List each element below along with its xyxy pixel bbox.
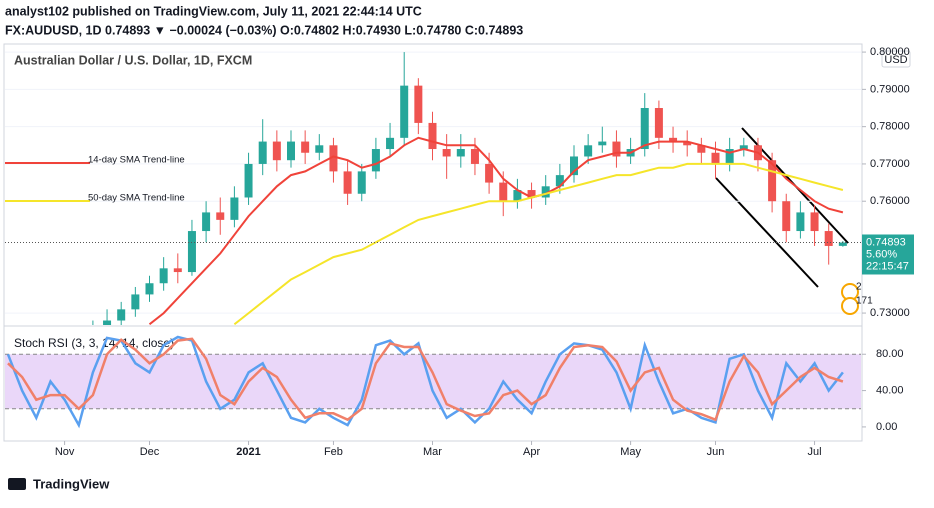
annotation: 50-day SMA Trend-line bbox=[88, 193, 185, 204]
candle-body bbox=[640, 108, 649, 150]
currency: USD bbox=[884, 54, 907, 66]
candle-body bbox=[386, 137, 395, 150]
chart-title: Australian Dollar / U.S. Dollar, 1D, FXC… bbox=[14, 53, 252, 67]
oscillator-pane bbox=[5, 335, 861, 429]
candle-body bbox=[570, 156, 578, 176]
candle-body bbox=[230, 197, 239, 220]
y-tick-label: 0.80000 bbox=[870, 46, 910, 58]
candle-body bbox=[315, 145, 324, 153]
candle-body bbox=[159, 268, 168, 284]
annotation: 14-day SMA Trend-line bbox=[88, 155, 185, 166]
candle-body bbox=[654, 108, 663, 138]
candle-body bbox=[683, 141, 692, 146]
price-pane bbox=[5, 51, 861, 325]
badge-label: 2 bbox=[856, 282, 862, 293]
candle-body bbox=[555, 175, 564, 187]
candle-body bbox=[131, 294, 140, 310]
y-tick-label: 40.00 bbox=[876, 384, 904, 396]
candle-body bbox=[612, 141, 621, 157]
candle-body bbox=[711, 152, 720, 164]
candle-body bbox=[456, 149, 465, 157]
logo: TradingView bbox=[8, 476, 110, 491]
candle-body bbox=[258, 141, 267, 164]
candle-body bbox=[598, 141, 607, 146]
candle-body bbox=[499, 182, 508, 202]
oscillator-title: Stoch RSI (3, 3, 14, 14, close) bbox=[14, 336, 174, 350]
candle-body bbox=[414, 85, 423, 123]
price-box bbox=[862, 234, 914, 275]
y-tick-label: 0.00 bbox=[876, 421, 897, 433]
y-tick-label: 80.00 bbox=[876, 348, 904, 360]
change: 5.60% bbox=[866, 248, 897, 260]
channel-lower bbox=[715, 177, 819, 288]
candle-body bbox=[824, 231, 833, 246]
y-tick-label: 0.77000 bbox=[870, 158, 910, 170]
brand: TradingView bbox=[33, 476, 110, 491]
sma-line bbox=[233, 162, 844, 325]
candle-body bbox=[513, 190, 522, 202]
badge-label: 171 bbox=[856, 296, 873, 307]
candle-body bbox=[287, 141, 295, 161]
candle-body bbox=[782, 201, 791, 232]
candle-body bbox=[343, 171, 352, 194]
x-tick-label: Apr bbox=[523, 446, 540, 458]
candle-body bbox=[187, 231, 196, 273]
x-tick-label: Mar bbox=[423, 446, 442, 458]
candle-body bbox=[103, 320, 112, 325]
x-tick-label: Dec bbox=[140, 446, 160, 458]
candle-body bbox=[145, 283, 154, 295]
countdown: 22:15:47 bbox=[866, 260, 909, 272]
candle-body bbox=[173, 268, 182, 273]
symbol-line: FX:AUDUSD, 1D 0.74893 ▼ −0.00024 (−0.03%… bbox=[5, 23, 523, 37]
candle-body bbox=[527, 190, 536, 198]
oscillator-line bbox=[7, 337, 844, 422]
last-price: 0.74893 bbox=[866, 236, 906, 248]
y-tick-label: 0.78000 bbox=[870, 121, 910, 133]
y-tick-label: 0.79000 bbox=[870, 83, 910, 95]
candle-body bbox=[768, 160, 777, 202]
currency-box bbox=[881, 50, 911, 68]
candle-body bbox=[117, 309, 126, 321]
event-badge bbox=[841, 297, 859, 315]
candle-body bbox=[725, 149, 734, 164]
x-tick-label: May bbox=[620, 446, 641, 458]
x-tick-label: 2021 bbox=[236, 446, 260, 458]
sma-line bbox=[148, 136, 844, 325]
candle-body bbox=[357, 171, 366, 194]
candle-body bbox=[584, 145, 593, 157]
candle-body bbox=[329, 145, 338, 172]
candle-body bbox=[669, 137, 678, 142]
y-tick-label: 0.76000 bbox=[870, 195, 910, 207]
candle-body bbox=[541, 186, 550, 198]
candle-body bbox=[739, 145, 748, 150]
candle-body bbox=[470, 149, 479, 164]
y-tick-label: 0.73000 bbox=[870, 307, 910, 319]
candle-body bbox=[810, 212, 819, 232]
x-tick-label: Nov bbox=[55, 446, 75, 458]
candle-body bbox=[216, 212, 225, 220]
publish-line: analyst102 published on TradingView.com,… bbox=[5, 4, 422, 18]
candle-body bbox=[301, 141, 310, 153]
candle-body bbox=[796, 212, 805, 232]
candle-body bbox=[272, 141, 281, 161]
candle-body bbox=[428, 122, 437, 150]
x-tick-label: Jul bbox=[808, 446, 822, 458]
candle-body bbox=[442, 149, 451, 157]
candle-body bbox=[202, 212, 211, 232]
band bbox=[5, 354, 861, 409]
candle-body bbox=[371, 149, 380, 172]
candle-body bbox=[400, 85, 409, 138]
candle-body bbox=[244, 163, 253, 198]
candle-body bbox=[697, 145, 706, 153]
x-tick-label: Jun bbox=[707, 446, 725, 458]
candle-body bbox=[838, 242, 847, 246]
candle-body bbox=[485, 163, 494, 183]
oscillator-line bbox=[6, 335, 844, 429]
x-tick-label: Feb bbox=[324, 446, 343, 458]
